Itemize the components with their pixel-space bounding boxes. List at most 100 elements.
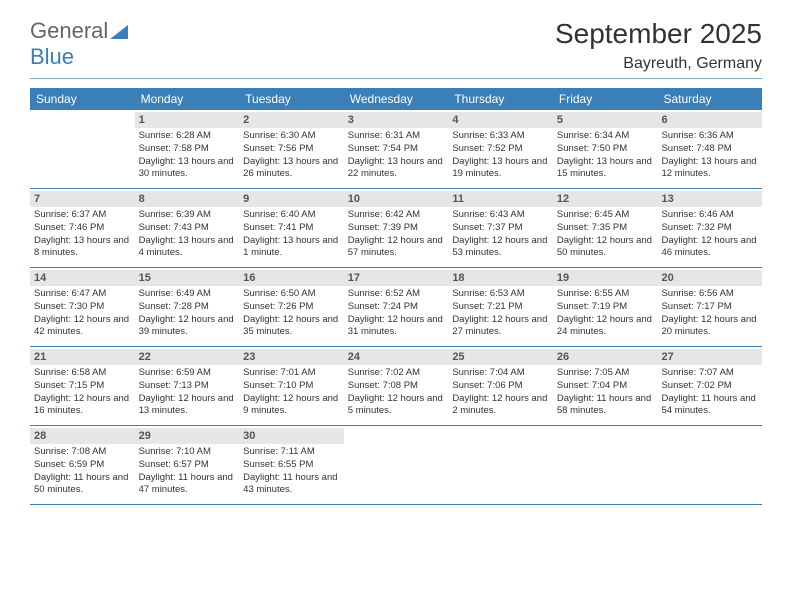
calendar-cell bbox=[448, 426, 553, 504]
daylight-line: Daylight: 13 hours and 19 minutes. bbox=[452, 156, 549, 182]
day-header: Tuesday bbox=[239, 88, 344, 110]
day-number: 24 bbox=[344, 349, 449, 365]
calendar-cell: 15Sunrise: 6:49 AMSunset: 7:28 PMDayligh… bbox=[135, 268, 240, 346]
sunset-line: Sunset: 7:06 PM bbox=[452, 380, 549, 393]
daylight-line: Daylight: 12 hours and 42 minutes. bbox=[34, 314, 131, 340]
sunrise-line: Sunrise: 6:34 AM bbox=[557, 130, 654, 143]
sunrise-line: Sunrise: 6:31 AM bbox=[348, 130, 445, 143]
day-details: Sunrise: 7:10 AMSunset: 6:57 PMDaylight:… bbox=[139, 446, 236, 497]
day-details: Sunrise: 7:04 AMSunset: 7:06 PMDaylight:… bbox=[452, 367, 549, 418]
sunrise-line: Sunrise: 7:01 AM bbox=[243, 367, 340, 380]
sunset-line: Sunset: 7:37 PM bbox=[452, 222, 549, 235]
day-number: 8 bbox=[135, 191, 240, 207]
sunrise-line: Sunrise: 7:08 AM bbox=[34, 446, 131, 459]
calendar-cell: 9Sunrise: 6:40 AMSunset: 7:41 PMDaylight… bbox=[239, 189, 344, 267]
sunrise-line: Sunrise: 6:50 AM bbox=[243, 288, 340, 301]
calendar-cell: 12Sunrise: 6:45 AMSunset: 7:35 PMDayligh… bbox=[553, 189, 658, 267]
daylight-line: Daylight: 11 hours and 50 minutes. bbox=[34, 472, 131, 498]
sunset-line: Sunset: 7:17 PM bbox=[661, 301, 758, 314]
day-number: 2 bbox=[239, 112, 344, 128]
calendar-cell: 2 Sunrise: 6:30 AMSunset: 7:56 PMDaylight… bbox=[239, 110, 344, 188]
day-number: 21 bbox=[30, 349, 135, 365]
daylight-line: Daylight: 12 hours and 39 minutes. bbox=[139, 314, 236, 340]
day-details: Sunrise: 7:11 AMSunset: 6:55 PMDaylight:… bbox=[243, 446, 340, 497]
logo-triangle-icon bbox=[110, 25, 128, 39]
calendar-cell: 11Sunrise: 6:43 AMSunset: 7:37 PMDayligh… bbox=[448, 189, 553, 267]
day-details: Sunrise: 6:34 AMSunset: 7:50 PMDaylight:… bbox=[557, 130, 654, 181]
sunrise-line: Sunrise: 6:33 AM bbox=[452, 130, 549, 143]
day-number-empty bbox=[448, 428, 553, 444]
day-header: Thursday bbox=[448, 88, 553, 110]
day-number-empty bbox=[553, 428, 658, 444]
daylight-line: Daylight: 12 hours and 27 minutes. bbox=[452, 314, 549, 340]
calendar-cell: 29Sunrise: 7:10 AMSunset: 6:57 PMDayligh… bbox=[135, 426, 240, 504]
sunrise-line: Sunrise: 7:11 AM bbox=[243, 446, 340, 459]
calendar-cell: 17Sunrise: 6:52 AMSunset: 7:24 PMDayligh… bbox=[344, 268, 449, 346]
day-header: Wednesday bbox=[344, 88, 449, 110]
day-number: 17 bbox=[344, 270, 449, 286]
sunset-line: Sunset: 7:02 PM bbox=[661, 380, 758, 393]
day-header: Monday bbox=[135, 88, 240, 110]
day-details: Sunrise: 6:53 AMSunset: 7:21 PMDaylight:… bbox=[452, 288, 549, 339]
sunset-line: Sunset: 7:39 PM bbox=[348, 222, 445, 235]
calendar-week: 21 Sunrise: 6:58 AMSunset: 7:15 PM Dayligh… bbox=[30, 347, 762, 426]
calendar-cell: 24 Sunrise: 7:02 AMSunset: 7:08 PMDayligh… bbox=[344, 347, 449, 425]
calendar-cell: 23Sunrise: 7:01 AMSunset: 7:10 PMDayligh… bbox=[239, 347, 344, 425]
sunset-line: Sunset: 7:46 PM bbox=[34, 222, 131, 235]
calendar-week: 7Sunrise: 6:37 AMSunset: 7:46 PMDaylight… bbox=[30, 189, 762, 268]
sunrise-line: Sunrise: 6:40 AM bbox=[243, 209, 340, 222]
sunrise-line: Sunrise: 6:28 AM bbox=[139, 130, 236, 143]
sunset-line: Sunset: 7:10 PM bbox=[243, 380, 340, 393]
sunrise-line: Sunrise: 7:05 AM bbox=[557, 367, 654, 380]
daylight-line: Daylight: 12 hours and 13 minutes. bbox=[139, 393, 236, 419]
location-subtitle: Bayreuth, Germany bbox=[623, 55, 762, 73]
day-details: Sunrise: 7:02 AMSunset: 7:08 PMDaylight:… bbox=[348, 367, 445, 418]
daylight-line: Daylight: 12 hours and 24 minutes. bbox=[557, 314, 654, 340]
day-details: Sunrise: 6:49 AMSunset: 7:28 PMDaylight:… bbox=[139, 288, 236, 339]
calendar-week: 1Sunrise: 6:28 AMSunset: 7:58 PMDaylight… bbox=[30, 110, 762, 189]
calendar-cell: 21Sunrise: 6:58 AMSunset: 7:15 PMDayligh… bbox=[30, 347, 135, 425]
day-number: 13 bbox=[657, 191, 762, 207]
sunrise-line: Sunrise: 6:58 AM bbox=[34, 367, 131, 380]
calendar-week: 28Sunrise: 7:08 AMSunset: 6:59 PMDayligh… bbox=[30, 426, 762, 505]
calendar-header-row: Sunday Monday Tuesday Wednesday Thursday… bbox=[30, 88, 762, 110]
calendar-cell: 5Sunrise: 6:34 AMSunset: 7:50 PMDaylight… bbox=[553, 110, 658, 188]
calendar-cell: 26Sunrise: 7:05 AMSunset: 7:04 PMDayligh… bbox=[553, 347, 658, 425]
calendar-cell: 10Sunrise: 6:42 AMSunset: 7:39 PMDayligh… bbox=[344, 189, 449, 267]
day-details: Sunrise: 6:30 AMSunset: 7:56 PMDaylight:… bbox=[243, 130, 340, 181]
daylight-line: Daylight: 13 hours and 30 minutes. bbox=[139, 156, 236, 182]
day-header: Friday bbox=[553, 88, 658, 110]
daylight-line: Daylight: 12 hours and 46 minutes. bbox=[661, 235, 758, 261]
day-details: Sunrise: 7:05 AMSunset: 7:04 PMDaylight:… bbox=[557, 367, 654, 418]
day-details: Sunrise: 6:59 AMSunset: 7:13 PMDaylight:… bbox=[139, 367, 236, 418]
daylight-line: Daylight: 13 hours and 15 minutes. bbox=[557, 156, 654, 182]
title-divider bbox=[30, 78, 762, 79]
sunset-line: Sunset: 7:08 PM bbox=[348, 380, 445, 393]
sunset-line: Sunset: 7:30 PM bbox=[34, 301, 131, 314]
page-title: September 2025 bbox=[555, 18, 762, 50]
sunrise-line: Sunrise: 6:43 AM bbox=[452, 209, 549, 222]
sunset-line: Sunset: 7:15 PM bbox=[34, 380, 131, 393]
sunset-line: Sunset: 7:52 PM bbox=[452, 143, 549, 156]
sunset-line: Sunset: 7:54 PM bbox=[348, 143, 445, 156]
day-number-empty bbox=[657, 428, 762, 444]
daylight-line: Daylight: 12 hours and 35 minutes. bbox=[243, 314, 340, 340]
day-details: Sunrise: 6:42 AMSunset: 7:39 PMDaylight:… bbox=[348, 209, 445, 260]
day-header: Sunday bbox=[30, 88, 135, 110]
sunrise-line: Sunrise: 6:49 AM bbox=[139, 288, 236, 301]
sunset-line: Sunset: 7:35 PM bbox=[557, 222, 654, 235]
sunrise-line: Sunrise: 6:37 AM bbox=[34, 209, 131, 222]
day-details: Sunrise: 6:47 AMSunset: 7:30 PMDaylight:… bbox=[34, 288, 131, 339]
day-number: 16 bbox=[239, 270, 344, 286]
daylight-line: Daylight: 11 hours and 43 minutes. bbox=[243, 472, 340, 498]
sunset-line: Sunset: 7:19 PM bbox=[557, 301, 654, 314]
sunset-line: Sunset: 6:55 PM bbox=[243, 459, 340, 472]
calendar-cell: 28Sunrise: 7:08 AMSunset: 6:59 PMDayligh… bbox=[30, 426, 135, 504]
calendar-cell: 1Sunrise: 6:28 AMSunset: 7:58 PMDaylight… bbox=[135, 110, 240, 188]
sunset-line: Sunset: 7:58 PM bbox=[139, 143, 236, 156]
daylight-line: Daylight: 13 hours and 22 minutes. bbox=[348, 156, 445, 182]
calendar-cell: 14Sunrise: 6:47 AMSunset: 7:30 PMDayligh… bbox=[30, 268, 135, 346]
sunset-line: Sunset: 7:41 PM bbox=[243, 222, 340, 235]
sunrise-line: Sunrise: 6:52 AM bbox=[348, 288, 445, 301]
sunset-line: Sunset: 7:13 PM bbox=[139, 380, 236, 393]
